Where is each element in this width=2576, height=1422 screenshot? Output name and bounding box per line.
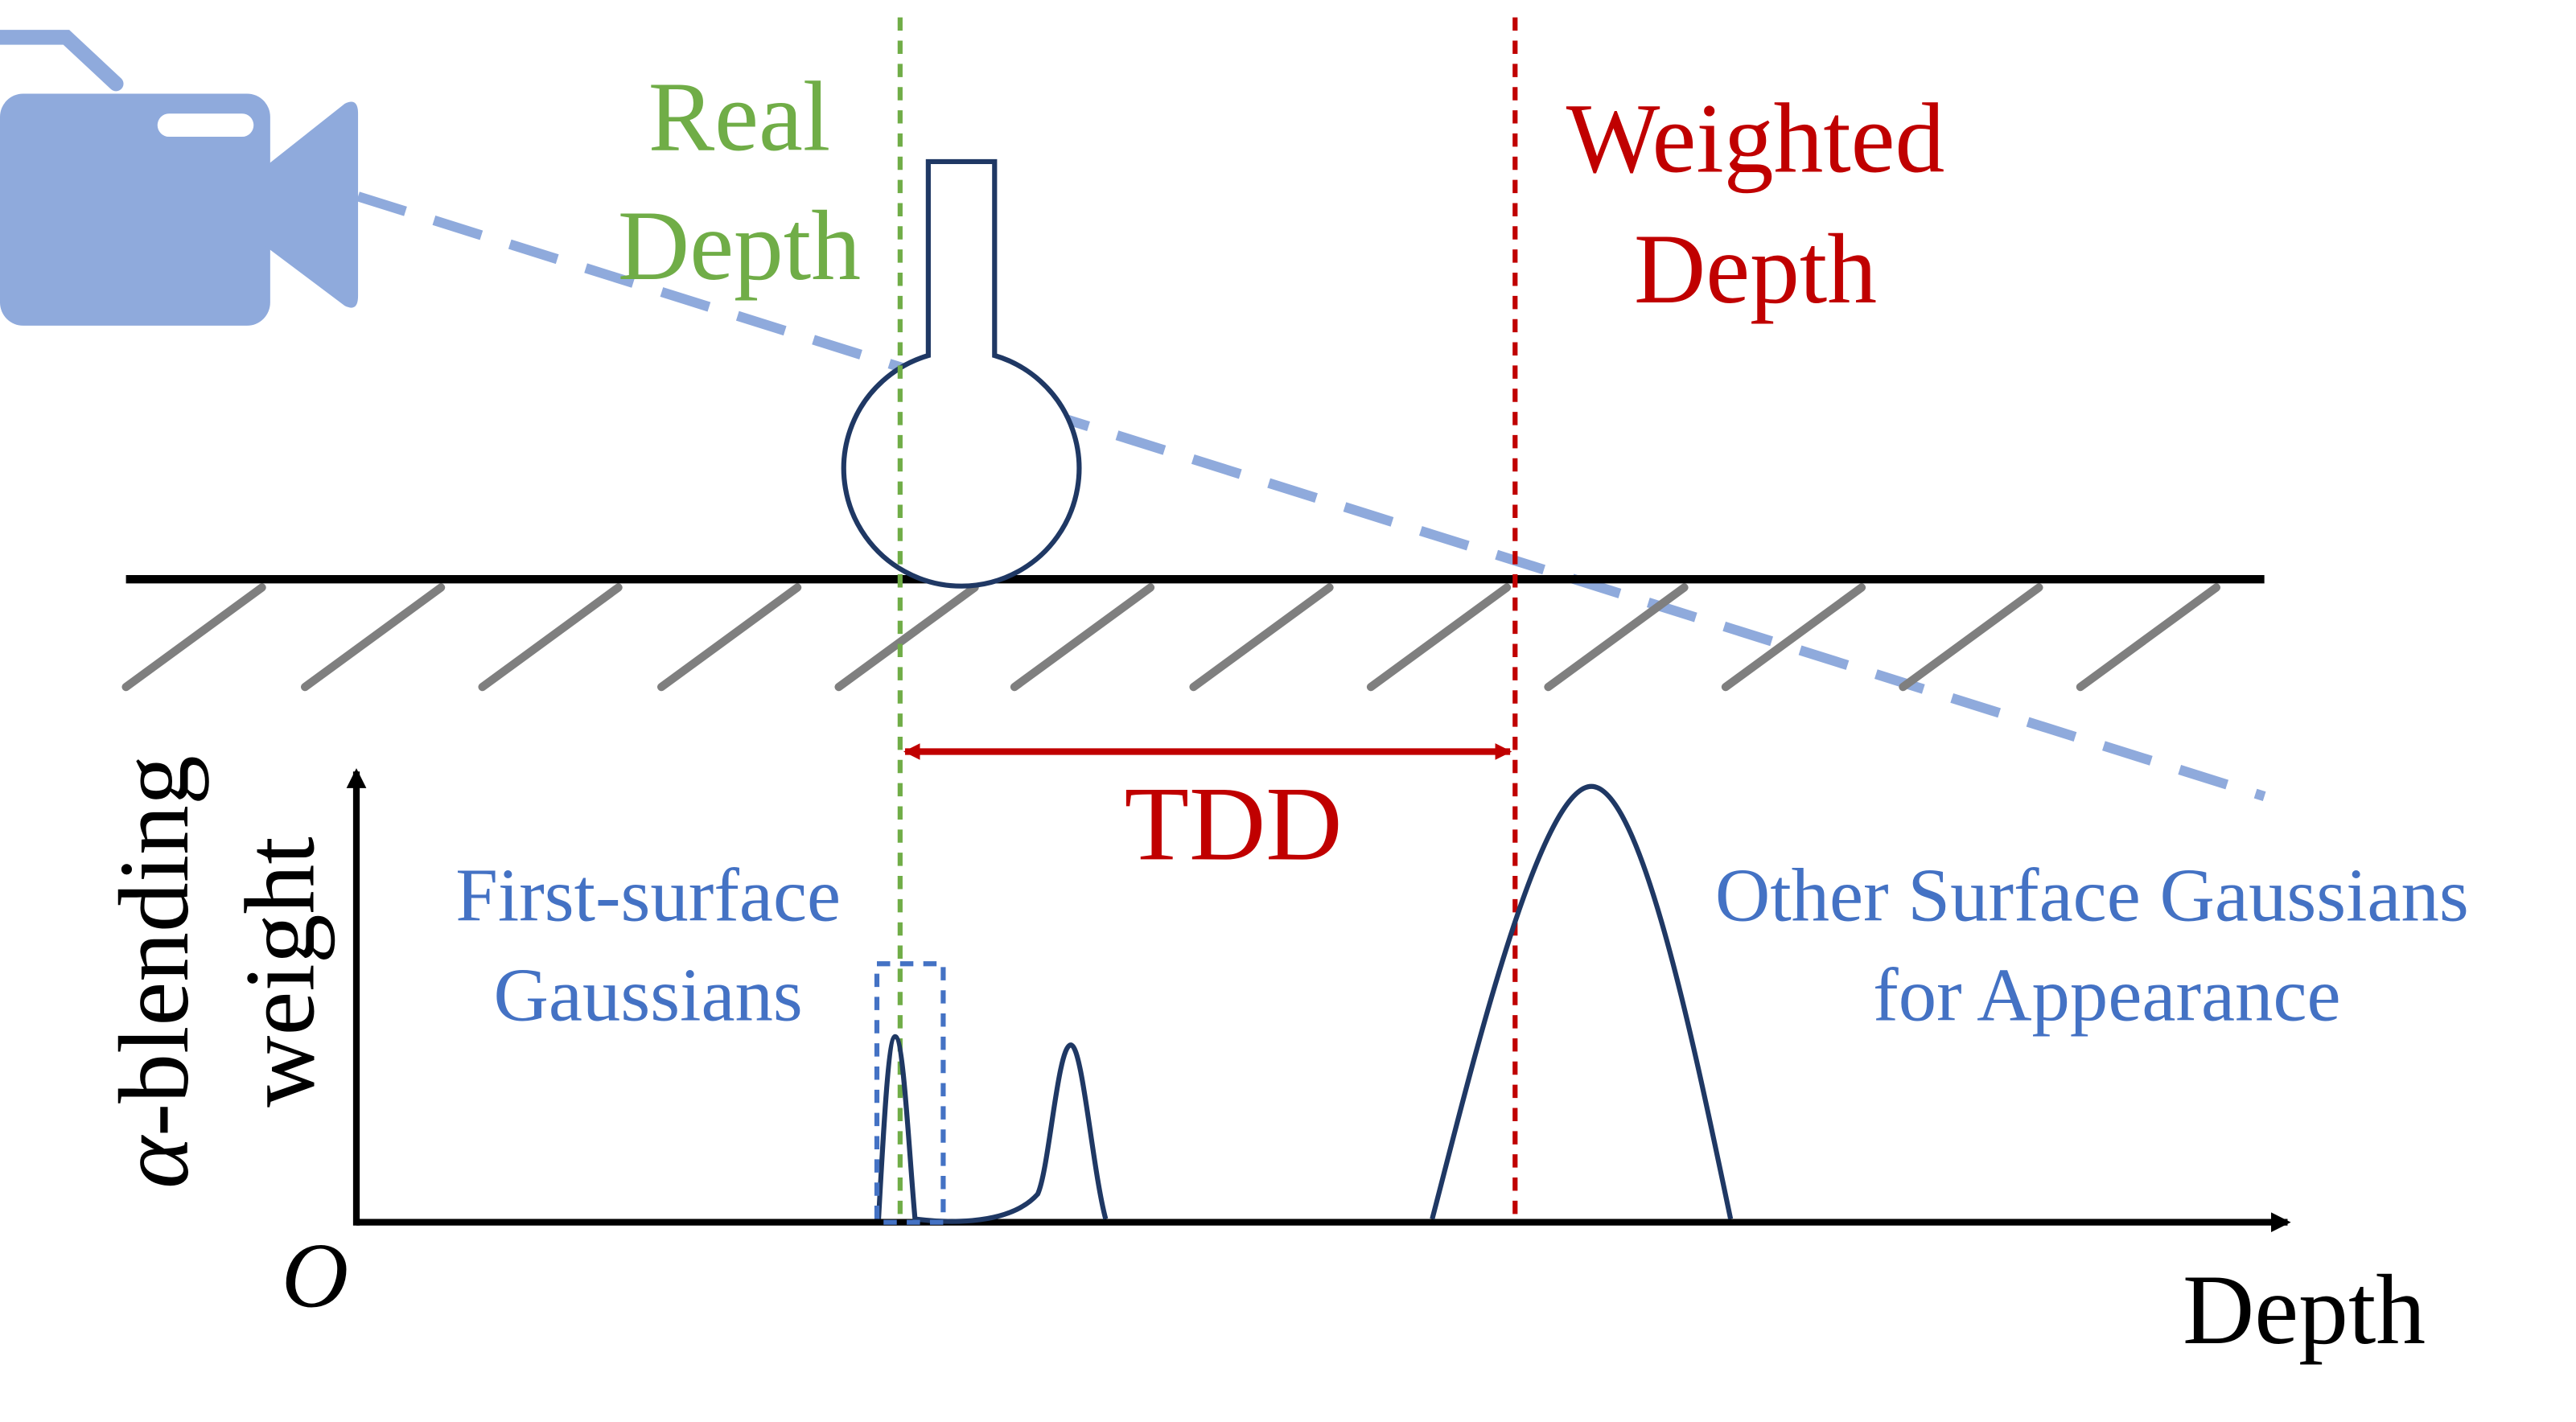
- other-surface-label-line2: for Appearance: [1873, 952, 2340, 1037]
- flask-icon: [841, 158, 1082, 589]
- first-surface-gaussian-curve: [875, 1034, 1109, 1224]
- svg-text:α-blending: α-blending: [99, 755, 209, 1189]
- first-surface-box: [874, 961, 946, 1225]
- real-depth-label-line1: Real: [648, 62, 831, 172]
- other-surface-label-line1: Other Surface Gaussians: [1715, 853, 2469, 938]
- y-axis-label: α-blending weight: [99, 755, 335, 1189]
- y-axis-label-line1: -blending: [99, 755, 209, 1136]
- weighted-depth-label-line1: Weighted: [1566, 83, 1945, 193]
- first-surface-label-line1: First-surface: [455, 853, 841, 938]
- y-axis-alpha: α: [99, 1135, 209, 1189]
- other-surface-gaussian-curve: [1430, 783, 1734, 1220]
- x-axis-label: Depth: [2183, 1255, 2426, 1365]
- video-camera-icon: [0, 30, 359, 326]
- origin-label: O: [282, 1224, 348, 1327]
- tdd-label: TDD: [1125, 764, 1343, 882]
- real-depth-label-line2: Depth: [618, 191, 861, 301]
- weighted-depth-label-line2: Depth: [1634, 214, 1877, 324]
- first-surface-label-line2: Gaussians: [494, 952, 803, 1037]
- y-axis-label-line2: weight: [224, 836, 335, 1107]
- camera-ray: [356, 191, 2266, 802]
- ground-hatch: [121, 583, 2221, 692]
